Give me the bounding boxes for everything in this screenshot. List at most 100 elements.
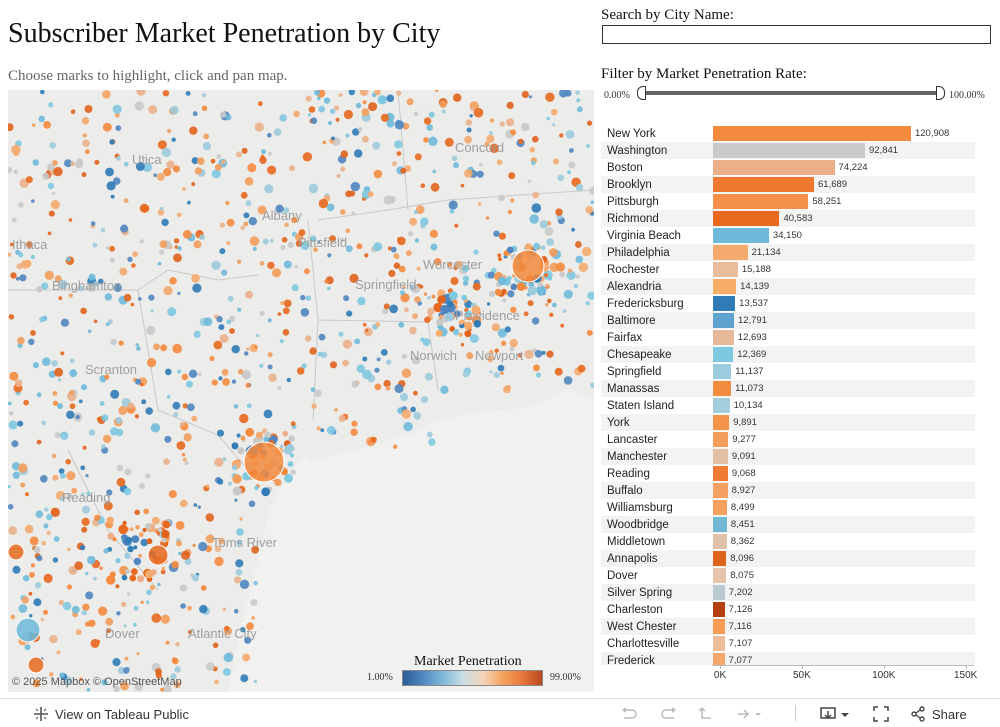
city-marker[interactable]: [232, 464, 238, 471]
city-marker[interactable]: [326, 425, 336, 435]
city-marker[interactable]: [320, 428, 325, 432]
city-marker[interactable]: [225, 200, 230, 206]
city-marker[interactable]: [469, 114, 473, 118]
city-marker[interactable]: [414, 210, 418, 214]
city-marker[interactable]: [30, 563, 35, 568]
city-marker[interactable]: [383, 303, 390, 310]
bar[interactable]: [713, 279, 737, 294]
city-marker[interactable]: [182, 230, 192, 239]
city-marker[interactable]: [243, 221, 249, 227]
city-marker[interactable]: [277, 312, 282, 316]
city-marker[interactable]: [80, 465, 86, 471]
city-marker[interactable]: [126, 592, 131, 596]
redo-button[interactable]: [660, 706, 678, 722]
city-marker[interactable]: [226, 218, 235, 227]
city-marker[interactable]: [35, 510, 44, 518]
city-marker[interactable]: [436, 318, 444, 326]
city-marker[interactable]: [199, 234, 205, 240]
city-marker[interactable]: [162, 90, 170, 97]
city-marker[interactable]: [394, 120, 405, 130]
city-marker[interactable]: [145, 473, 151, 479]
city-marker[interactable]: [86, 688, 91, 692]
view-on-tableau-link[interactable]: View on Tableau Public: [33, 706, 189, 722]
city-marker[interactable]: [435, 329, 443, 337]
city-marker[interactable]: [100, 228, 106, 233]
bar-row[interactable]: Dover 8,075: [601, 567, 975, 584]
city-marker[interactable]: [537, 281, 543, 288]
city-marker[interactable]: [218, 537, 226, 545]
city-marker[interactable]: [267, 132, 272, 138]
city-marker[interactable]: [503, 251, 509, 256]
city-marker[interactable]: [105, 617, 114, 626]
city-marker[interactable]: [150, 423, 161, 433]
city-marker[interactable]: [50, 200, 61, 210]
city-marker[interactable]: [139, 382, 144, 387]
city-marker[interactable]: [506, 275, 512, 281]
city-marker[interactable]: [246, 403, 252, 409]
city-marker[interactable]: [587, 120, 593, 126]
filter-min-handle[interactable]: [637, 86, 646, 100]
city-marker[interactable]: [249, 236, 260, 246]
city-marker[interactable]: [171, 137, 176, 142]
city-marker[interactable]: [464, 330, 472, 338]
city-marker[interactable]: [17, 336, 25, 345]
bar[interactable]: [713, 296, 736, 311]
city-marker[interactable]: [79, 544, 86, 551]
bar[interactable]: [713, 160, 835, 175]
city-marker[interactable]: [401, 368, 412, 378]
city-marker[interactable]: [159, 240, 168, 249]
city-marker[interactable]: [80, 307, 87, 315]
city-marker[interactable]: [393, 262, 401, 269]
city-marker[interactable]: [118, 340, 124, 346]
city-marker[interactable]: [501, 340, 507, 346]
city-marker[interactable]: [273, 128, 282, 136]
city-marker[interactable]: [43, 523, 49, 529]
city-marker[interactable]: [124, 161, 129, 167]
city-marker[interactable]: [302, 152, 313, 162]
city-marker[interactable]: [268, 373, 277, 382]
city-marker[interactable]: [245, 427, 255, 437]
city-marker[interactable]: [24, 644, 31, 651]
city-marker[interactable]: [426, 431, 433, 438]
city-marker[interactable]: [13, 169, 18, 174]
city-marker[interactable]: [192, 111, 198, 117]
city-marker[interactable]: [214, 457, 224, 467]
city-marker[interactable]: [409, 326, 417, 335]
city-marker[interactable]: [410, 406, 416, 413]
bar[interactable]: [713, 449, 728, 464]
city-marker[interactable]: [233, 404, 239, 409]
bar[interactable]: [713, 228, 769, 243]
city-marker[interactable]: [447, 261, 453, 267]
bar[interactable]: [713, 211, 780, 226]
city-marker[interactable]: [263, 409, 273, 419]
city-marker[interactable]: [211, 260, 221, 270]
city-marker[interactable]: [262, 428, 268, 434]
city-marker[interactable]: [504, 326, 511, 333]
city-marker-large[interactable]: [15, 617, 41, 643]
city-marker[interactable]: [506, 118, 515, 127]
city-marker[interactable]: [300, 308, 310, 317]
city-marker[interactable]: [283, 207, 290, 214]
city-marker[interactable]: [54, 275, 62, 283]
city-marker[interactable]: [173, 253, 182, 263]
city-marker[interactable]: [8, 314, 15, 320]
city-marker[interactable]: [498, 232, 506, 240]
city-marker[interactable]: [239, 517, 243, 521]
undo-button[interactable]: [620, 706, 638, 722]
city-marker[interactable]: [174, 666, 181, 673]
bar-row[interactable]: Chesapeake 12,369: [601, 346, 975, 363]
city-marker[interactable]: [487, 355, 494, 363]
city-marker[interactable]: [60, 318, 69, 327]
city-marker[interactable]: [131, 535, 140, 543]
city-marker[interactable]: [380, 349, 388, 356]
city-marker[interactable]: [53, 166, 63, 177]
city-marker[interactable]: [528, 95, 533, 99]
city-marker[interactable]: [117, 666, 126, 675]
city-marker[interactable]: [544, 227, 554, 236]
city-marker[interactable]: [88, 619, 96, 627]
city-marker[interactable]: [66, 471, 76, 481]
city-marker[interactable]: [115, 416, 123, 424]
city-marker[interactable]: [110, 389, 120, 399]
city-marker[interactable]: [362, 369, 372, 380]
city-marker[interactable]: [350, 181, 360, 192]
